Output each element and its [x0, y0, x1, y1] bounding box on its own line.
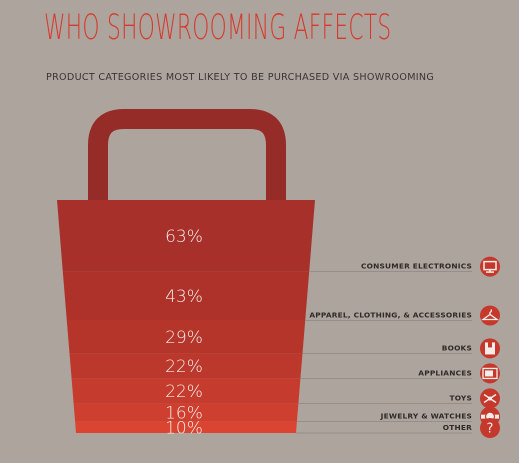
- icon-circle: [480, 306, 500, 326]
- percent-label: 10%: [165, 418, 203, 438]
- category-label: BOOKS: [442, 343, 472, 352]
- book-icon: [480, 338, 500, 358]
- hanger-icon: [480, 306, 500, 326]
- percent-label: 22%: [165, 357, 203, 377]
- svg-text:?: ?: [487, 422, 494, 437]
- category-label: APPAREL, CLOTHING, & ACCESSORIES: [309, 311, 472, 320]
- basket-handle: [98, 119, 276, 200]
- percent-label: 43%: [165, 287, 203, 307]
- percent-label: 63%: [165, 227, 203, 247]
- toy-icon: [480, 388, 500, 408]
- percent-label: 29%: [165, 328, 203, 348]
- question-icon: ?: [480, 418, 500, 438]
- category-label: APPLIANCES: [418, 368, 472, 377]
- category-label: OTHER: [443, 423, 472, 432]
- category-label: TOYS: [449, 393, 472, 402]
- microwave-icon: [480, 363, 500, 383]
- monitor-icon: [480, 257, 500, 277]
- category-label: JEWELRY & WATCHES: [380, 412, 472, 421]
- icon-circle: [480, 257, 500, 277]
- category-label: CONSUMER ELECTRONICS: [361, 262, 472, 271]
- percent-label: 22%: [165, 382, 203, 402]
